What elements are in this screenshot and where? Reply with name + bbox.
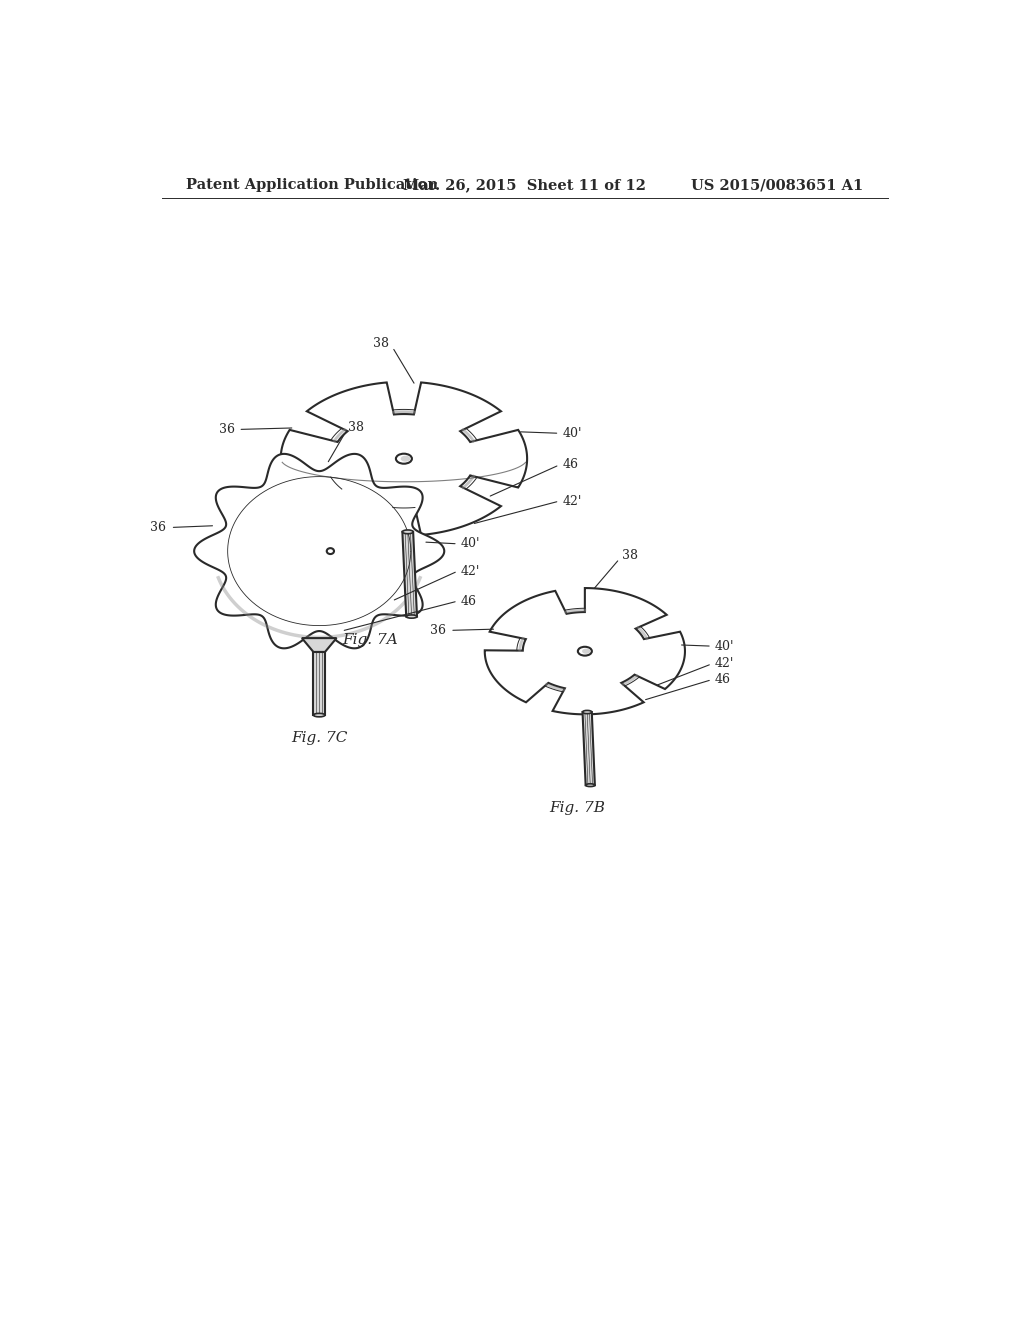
Polygon shape [402,532,417,616]
Text: 42': 42' [715,657,734,671]
Polygon shape [484,589,685,714]
Text: Patent Application Publication: Patent Application Publication [186,178,438,193]
Text: 36: 36 [218,422,234,436]
Polygon shape [281,383,527,535]
Ellipse shape [396,454,412,463]
Ellipse shape [582,648,591,653]
Text: 36: 36 [430,624,446,636]
Ellipse shape [407,615,417,618]
Text: 46: 46 [461,594,477,607]
Text: 46: 46 [562,458,579,471]
Ellipse shape [402,529,413,533]
Ellipse shape [586,784,595,787]
Text: US 2015/0083651 A1: US 2015/0083651 A1 [691,178,863,193]
Ellipse shape [583,710,592,714]
Text: 42': 42' [461,565,480,578]
Text: Fig. 7A: Fig. 7A [342,634,398,648]
Ellipse shape [313,713,325,717]
Text: 38: 38 [373,337,388,350]
Text: 46: 46 [715,673,731,686]
Ellipse shape [327,548,334,554]
Text: 40': 40' [461,537,480,550]
Text: 36: 36 [150,521,166,535]
Polygon shape [583,711,595,785]
Text: 38: 38 [622,549,638,562]
Text: 42': 42' [562,495,582,508]
Ellipse shape [400,455,411,462]
Text: 38: 38 [348,421,365,434]
Polygon shape [195,454,444,648]
Text: Mar. 26, 2015  Sheet 11 of 12: Mar. 26, 2015 Sheet 11 of 12 [403,178,646,193]
Text: 40': 40' [562,426,582,440]
Ellipse shape [578,647,592,656]
Text: Fig. 7B: Fig. 7B [549,800,605,814]
Text: Fig. 7C: Fig. 7C [291,730,347,744]
Text: 40': 40' [715,640,734,652]
Polygon shape [302,638,337,652]
Polygon shape [313,652,325,715]
